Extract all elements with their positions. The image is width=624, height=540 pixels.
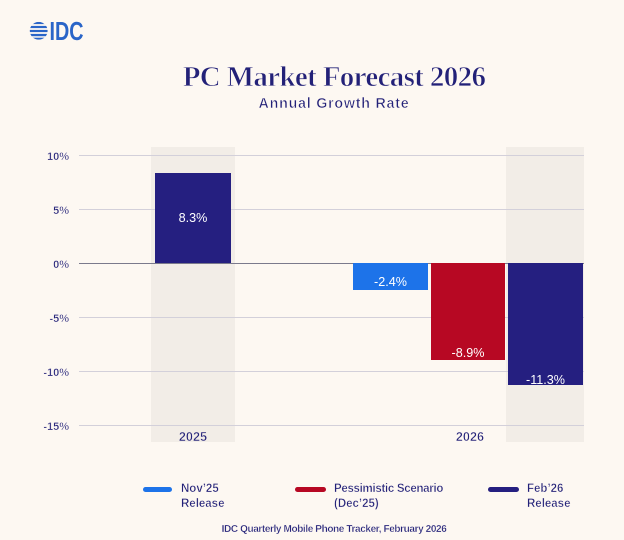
svg-text:IDC: IDC [50,21,84,41]
